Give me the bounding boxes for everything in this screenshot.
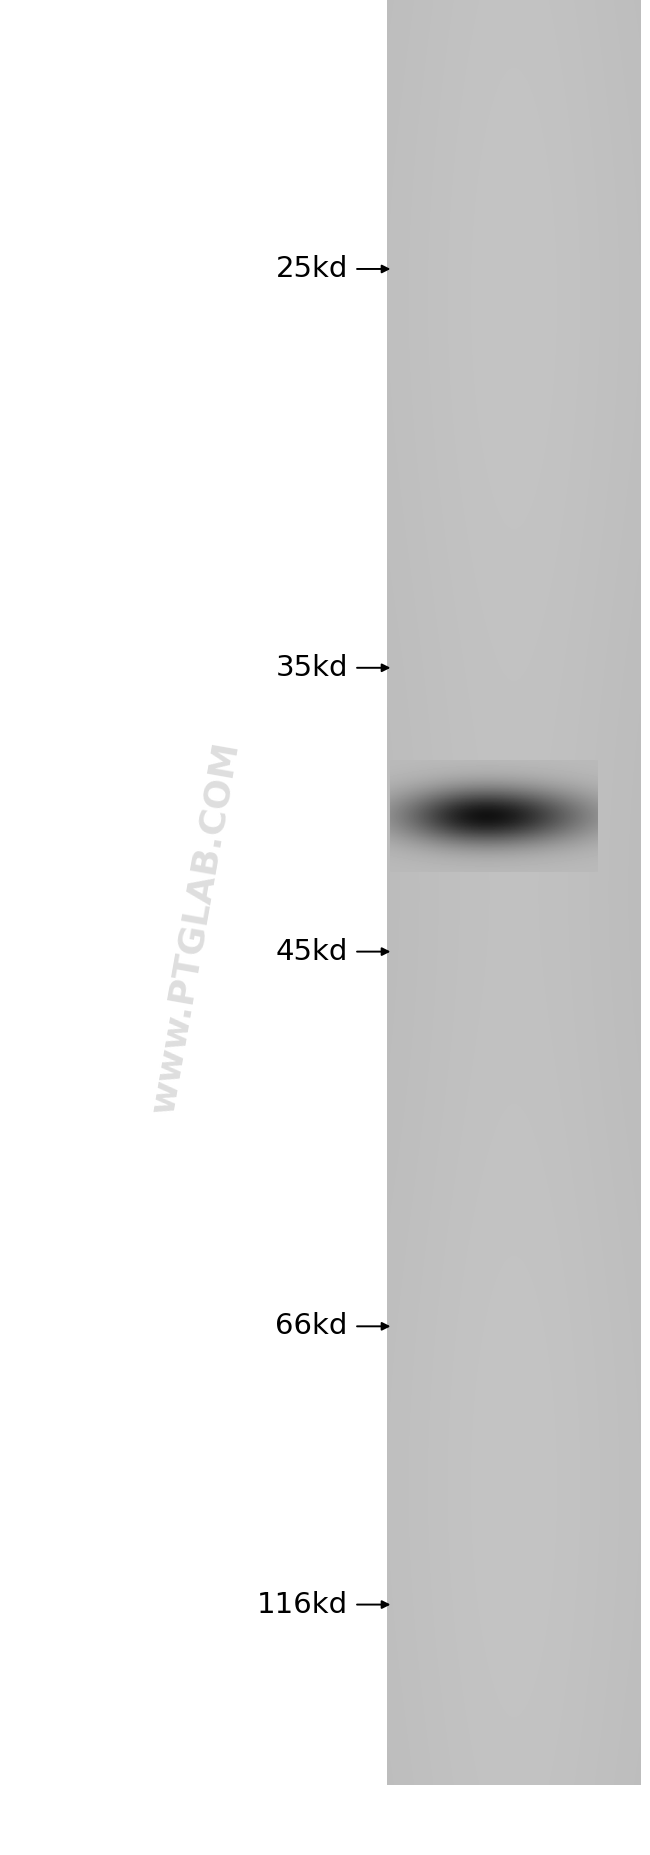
Text: 116kd: 116kd [257,1590,348,1619]
Text: 25kd: 25kd [276,254,348,284]
Text: www.PTGLAB.COM: www.PTGLAB.COM [146,738,244,1117]
Text: 66kd: 66kd [276,1311,348,1341]
Text: 35kd: 35kd [275,653,348,683]
Text: 45kd: 45kd [276,937,348,966]
Bar [387,0,640,1785]
